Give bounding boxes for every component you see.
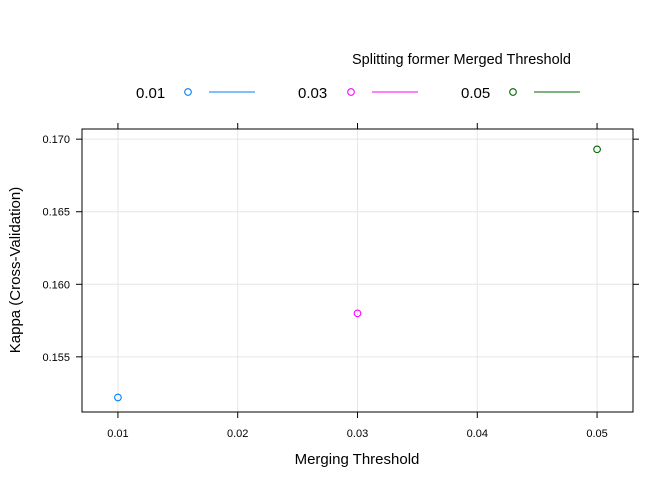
data-point bbox=[593, 145, 601, 154]
legend-label-2: 0.03 bbox=[298, 85, 328, 102]
x-axis-title: Merging Threshold bbox=[295, 451, 420, 468]
x-tick-label: 0.01 bbox=[107, 428, 128, 440]
y-tick-label: 0.160 bbox=[42, 279, 70, 291]
x-tick-label: 0.02 bbox=[227, 428, 248, 440]
data-point bbox=[353, 309, 362, 318]
grid bbox=[82, 129, 633, 412]
y-tick-label: 0.165 bbox=[42, 207, 70, 219]
y-tick-label: 0.170 bbox=[42, 134, 70, 146]
legend-title: Splitting former Merged Threshold bbox=[352, 52, 571, 68]
axis-ticks: 0.01 0.02 0.03 0.04 0.05 0.155 0.160 0.165 0.170 bbox=[42, 123, 639, 440]
x-tick-label: 0.03 bbox=[347, 428, 368, 440]
legend-label-1: 0.01 bbox=[136, 85, 166, 102]
x-tick-label: 0.05 bbox=[586, 428, 607, 440]
legend-point-marker bbox=[347, 88, 355, 96]
legend-marks bbox=[184, 88, 580, 96]
legend-point-marker bbox=[509, 88, 517, 96]
x-tick-label: 0.04 bbox=[467, 428, 488, 440]
data-points bbox=[114, 145, 601, 402]
legend-point-marker bbox=[184, 88, 192, 96]
data-point bbox=[114, 393, 122, 402]
legend-label-3: 0.05 bbox=[461, 85, 491, 102]
y-axis-title: Kappa (Cross-Validation) bbox=[7, 187, 24, 353]
plot-frame bbox=[81, 128, 634, 413]
y-tick-label: 0.155 bbox=[42, 352, 70, 364]
